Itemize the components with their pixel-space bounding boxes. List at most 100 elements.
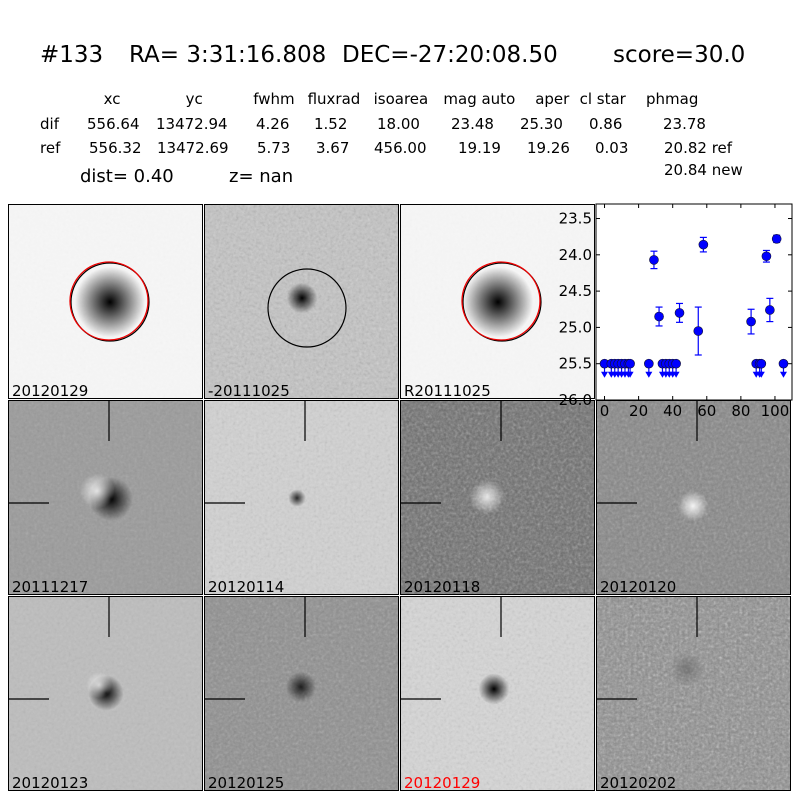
image-stamp[interactable]: 20120120	[596, 400, 791, 595]
table-cell: 0.03	[595, 139, 629, 157]
stamp-date-label: 20120202	[600, 774, 677, 791]
detection-point	[746, 308, 756, 335]
aperture-circle	[267, 268, 347, 348]
detection-point	[674, 302, 685, 323]
detection-point	[771, 234, 782, 244]
y-tick-label: 23.5	[559, 210, 592, 228]
column-header: yc	[185, 90, 203, 108]
aperture-circle	[70, 262, 150, 342]
noise-texture	[597, 597, 790, 790]
table-cell: 556.64	[87, 115, 140, 133]
dec-value: DEC=-27:20:08.50	[342, 42, 558, 68]
source-blob	[462, 266, 534, 338]
column-header: mag auto	[443, 90, 516, 108]
x-tick-label: 20	[629, 402, 648, 420]
stamp-date-label: R20111025	[404, 382, 491, 399]
table-cell: 13472.69	[157, 139, 229, 157]
source-blob	[285, 671, 317, 703]
detection-point	[649, 250, 659, 270]
candidate-id: #133	[40, 42, 104, 68]
stamp-date-label: 20120123	[12, 774, 89, 791]
aperture-circle-red	[461, 261, 541, 341]
source-blob	[478, 673, 510, 705]
image-stamp[interactable]: 20120114	[204, 400, 399, 595]
column-header: phmag	[646, 90, 699, 108]
table-cell: 19.19	[458, 139, 501, 157]
detection-point	[654, 306, 664, 327]
detection-point	[761, 249, 772, 263]
upper-limit-point	[644, 358, 654, 378]
column-header: cl star	[579, 90, 626, 108]
source-blob	[85, 671, 113, 699]
lightcurve-chart: 23.5 24.0 24.5 25.0 25.5 26.0 0 20 40 60 80 100	[540, 200, 800, 430]
table-cell: 4.26	[256, 115, 290, 133]
stamp-date-label: 20120125	[208, 774, 285, 791]
y-tick-label: 24.5	[559, 282, 592, 300]
detection-point	[693, 306, 704, 356]
table-cell: 5.73	[257, 139, 291, 157]
column-header: fluxrad	[307, 90, 361, 108]
x-tick-label: 0	[600, 402, 610, 420]
row-label: ref	[40, 139, 61, 157]
image-stamp[interactable]: 20111217	[8, 400, 203, 595]
x-tick-label: 100	[761, 402, 790, 420]
upper-limit-point	[625, 358, 635, 378]
source-blob	[74, 266, 146, 338]
x-tick-label: 80	[731, 402, 750, 420]
lightcurve-plot: 23.5 24.0 24.5 25.0 25.5 26.0 0 20 40 60 80 100	[559, 203, 793, 420]
y-tick-label: 25.5	[559, 355, 592, 373]
column-header: isoarea	[373, 90, 429, 108]
upper-limit-point	[671, 358, 681, 378]
column-header: xc	[103, 90, 121, 108]
upper-limit-point	[778, 358, 789, 378]
table-cell: 23.48	[451, 115, 494, 133]
stamp-date-label: 20120129	[12, 382, 89, 399]
y-tick-label: 24.0	[559, 246, 592, 264]
image-stamp[interactable]: 20120129	[8, 204, 203, 399]
stamp-date-label: 20120129	[404, 774, 481, 791]
image-stamp[interactable]: R20111025	[400, 204, 595, 399]
source-blob	[79, 473, 115, 509]
table-cell: 0.86	[589, 115, 623, 133]
stamp-date-label: 20111217	[12, 578, 89, 595]
column-header: aper	[535, 90, 570, 108]
x-tick-label: 40	[663, 402, 682, 420]
row-label: dif	[40, 115, 59, 133]
dist-value: dist= 0.40	[80, 166, 174, 187]
source-blob	[286, 282, 318, 314]
image-stamp[interactable]: 20120125	[204, 596, 399, 791]
image-stamp[interactable]: -20111025	[204, 204, 399, 399]
stamp-date-label: -20111025	[208, 382, 290, 399]
table-cell: 13472.94	[156, 115, 228, 133]
image-stamp[interactable]: 20120129	[400, 596, 595, 791]
source-blob	[469, 479, 505, 515]
upper-limit-point	[599, 358, 610, 378]
table-cell: 25.30	[520, 115, 563, 133]
aperture-circle	[462, 262, 542, 342]
stamp-date-label: 20120118	[404, 578, 481, 595]
detection-point	[698, 236, 709, 253]
image-stamp[interactable]: 20120202	[596, 596, 791, 791]
source-blob	[677, 490, 709, 522]
table-cell: 3.67	[316, 139, 350, 157]
x-tick-label: 60	[697, 402, 716, 420]
table-cell: 23.78	[663, 115, 706, 133]
aperture-circle-red	[69, 261, 149, 341]
image-stamp[interactable]: 20120118	[400, 400, 595, 595]
column-header: fwhm	[253, 90, 295, 108]
detection-point	[765, 297, 775, 323]
image-stamp[interactable]: 20120123	[8, 596, 203, 791]
z-value: z= nan	[229, 166, 294, 187]
table-cell: 19.26	[527, 139, 570, 157]
source-blob	[288, 489, 306, 507]
upper-limit-point	[756, 358, 767, 378]
table-cell: 1.52	[314, 115, 348, 133]
source-blob	[669, 651, 705, 687]
table-cell: 20.82 ref	[664, 139, 733, 157]
phmag-new: 20.84 new	[664, 161, 743, 179]
stamp-date-label: 20120114	[208, 578, 285, 595]
stamp-date-label: 20120120	[600, 578, 677, 595]
score-value: score=30.0	[613, 42, 746, 68]
ra-value: RA= 3:31:16.808	[129, 42, 327, 68]
